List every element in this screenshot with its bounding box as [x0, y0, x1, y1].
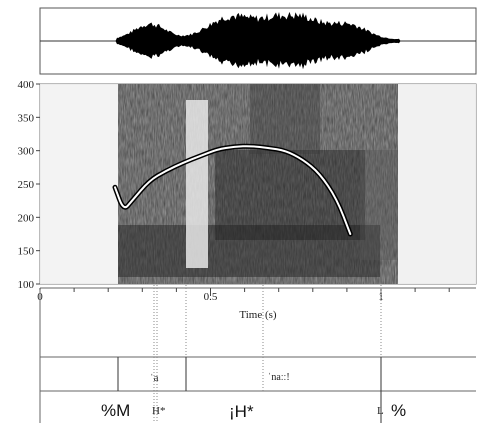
frequency-axis: 100 150 200 250 300 350 400: [18, 79, 40, 291]
spectrogram-panel: 100 150 200 250 300 350 400: [18, 79, 477, 291]
syllable-1: ˈa: [150, 372, 159, 384]
pitch-accent-upstep: ¡H*: [229, 402, 254, 421]
final-low-tone: L: [377, 405, 384, 417]
y-tick-label: 200: [18, 212, 35, 224]
y-tick-label: 400: [18, 79, 35, 91]
boundary-tone-start: %M: [101, 401, 130, 420]
boundary-tone-end: %: [391, 401, 406, 420]
pitch-accent-small: H*: [152, 405, 165, 417]
spectrogram-image: [40, 84, 476, 284]
y-tick-label: 250: [18, 179, 35, 191]
waveform: [114, 11, 402, 70]
y-tick-label: 100: [18, 279, 35, 291]
time-axis-label: Time (s): [239, 309, 277, 321]
y-tick-label: 150: [18, 246, 35, 258]
y-tick-label: 300: [18, 146, 35, 158]
syllable-2: ˈnaːː!: [268, 372, 290, 383]
x-tick-label: 0.5: [204, 291, 218, 303]
time-axis: 00.51 Time (s): [37, 287, 476, 321]
pitch-contour: [114, 145, 352, 235]
annotation-tiers: ˈa ˈnaːː! %M H* ¡H* L %: [39, 285, 476, 423]
y-tick-label: 350: [18, 112, 35, 124]
waveform-panel: [39, 7, 477, 75]
